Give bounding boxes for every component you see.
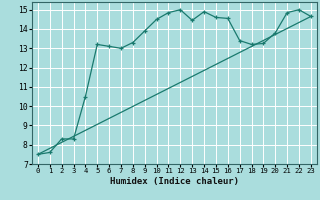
X-axis label: Humidex (Indice chaleur): Humidex (Indice chaleur)	[110, 177, 239, 186]
